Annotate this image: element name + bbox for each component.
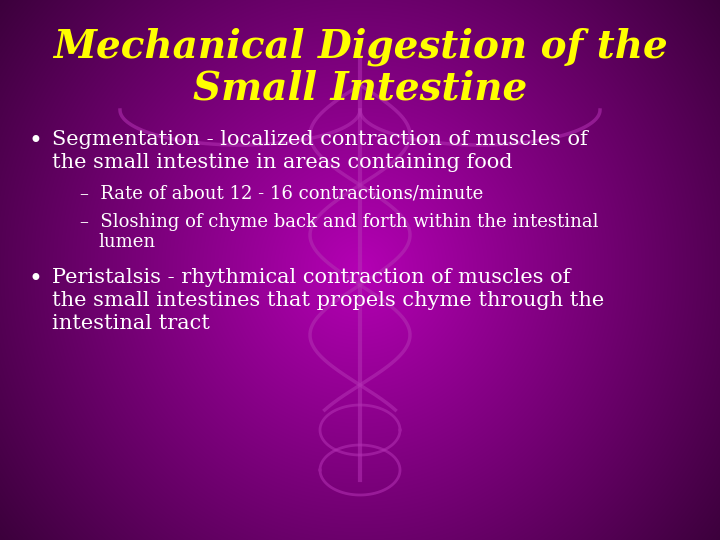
Text: Small Intestine: Small Intestine — [193, 70, 527, 108]
Text: Mechanical Digestion of the: Mechanical Digestion of the — [53, 28, 667, 66]
Text: Peristalsis - rhythmical contraction of muscles of: Peristalsis - rhythmical contraction of … — [52, 268, 570, 287]
Text: the small intestine in areas containing food: the small intestine in areas containing … — [52, 153, 513, 172]
Text: intestinal tract: intestinal tract — [52, 314, 210, 333]
Text: •: • — [28, 130, 42, 153]
Text: lumen: lumen — [98, 233, 155, 251]
Text: –  Sloshing of chyme back and forth within the intestinal: – Sloshing of chyme back and forth withi… — [80, 213, 598, 231]
Text: –  Rate of about 12 - 16 contractions/minute: – Rate of about 12 - 16 contractions/min… — [80, 185, 483, 203]
Text: the small intestines that propels chyme through the: the small intestines that propels chyme … — [52, 291, 604, 310]
Text: •: • — [28, 268, 42, 291]
Text: Segmentation - localized contraction of muscles of: Segmentation - localized contraction of … — [52, 130, 588, 149]
